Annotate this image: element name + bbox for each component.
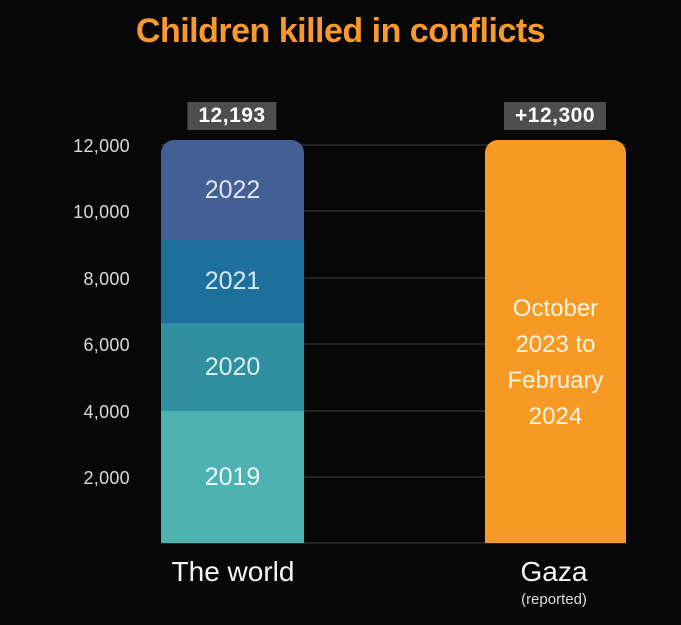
chart-title: Children killed in conflicts — [135, 12, 546, 50]
gridline — [161, 542, 626, 544]
gaza-bar: October 2023 to February 2024 — [485, 140, 626, 543]
y-tick-label: 6,000 — [83, 335, 130, 355]
x-label-gaza-note: (reported) — [521, 591, 587, 608]
segment-label: 2022 — [204, 175, 261, 204]
gridline — [161, 210, 626, 212]
gaza-period-line: 2024 — [528, 402, 583, 430]
gaza-period-line: October — [512, 294, 599, 322]
gridline — [161, 144, 626, 146]
segment-label: 2021 — [204, 267, 261, 295]
y-tick-label: 4,000 — [83, 402, 130, 422]
y-tick-label: 2,000 — [83, 468, 130, 488]
gridline — [161, 277, 626, 279]
gridline — [161, 410, 626, 412]
world-total-badge: 12,193 — [187, 102, 277, 130]
gaza-period-text: October 2023 to February 2024 — [507, 291, 603, 435]
gaza-period-line: 2023 to — [515, 330, 596, 358]
segment-label: 2020 — [204, 352, 261, 381]
gridline — [161, 343, 626, 345]
x-label-gaza: Gaza — [520, 556, 588, 587]
x-label-world: The world — [171, 556, 295, 587]
world-segment-2021: 2021 — [161, 240, 304, 323]
world-segment-2020: 2020 — [161, 323, 304, 411]
world-segment-2022: 2022 — [161, 140, 304, 240]
segment-label: 2019 — [204, 462, 261, 491]
y-tick-label: 12,000 — [73, 136, 130, 156]
gaza-period-line: February — [507, 366, 604, 394]
world-stacked-bar: 2022 2021 2020 2019 — [161, 140, 304, 543]
y-tick-label: 8,000 — [83, 269, 130, 289]
gaza-total-badge: +12,300 — [504, 102, 606, 130]
gridline — [161, 476, 626, 478]
world-segment-2019: 2019 — [161, 411, 304, 543]
y-tick-label: 10,000 — [73, 202, 130, 222]
